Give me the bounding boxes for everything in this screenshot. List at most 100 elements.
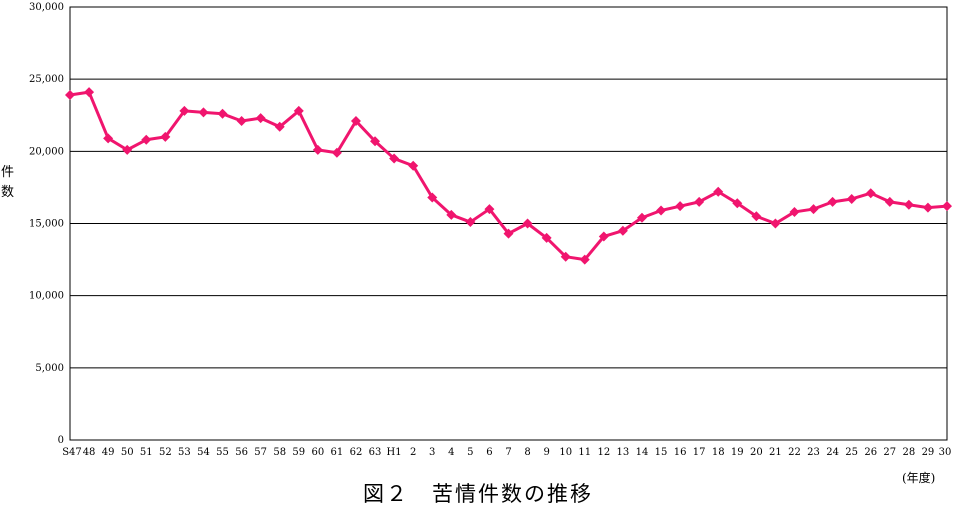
figure-caption: 図２ 苦情件数の推移 bbox=[363, 482, 593, 506]
x-tick-label: 63 bbox=[369, 447, 382, 458]
x-tick-label: 12 bbox=[597, 447, 610, 458]
x-tick-label: 2 bbox=[410, 447, 416, 458]
x-tick-label: 8 bbox=[524, 447, 530, 458]
data-point bbox=[122, 144, 133, 155]
data-point bbox=[636, 212, 647, 223]
gridlines bbox=[70, 78, 947, 369]
data-point bbox=[789, 206, 800, 217]
data-point bbox=[675, 201, 686, 212]
data-point bbox=[560, 251, 571, 262]
data-point bbox=[312, 144, 323, 155]
x-tick-label: 59 bbox=[292, 447, 305, 458]
data-point bbox=[656, 205, 667, 216]
data-point bbox=[541, 232, 552, 243]
x-tick-label: S47 bbox=[62, 447, 82, 458]
data-point bbox=[465, 217, 476, 228]
data-point bbox=[179, 105, 190, 116]
x-tick-label: 26 bbox=[864, 447, 877, 458]
x-tick-label: 7 bbox=[505, 447, 511, 458]
data-point bbox=[808, 204, 819, 215]
x-tick-label: 25 bbox=[845, 447, 858, 458]
data-point bbox=[903, 199, 914, 210]
x-axis-tick-labels: S47 48 49 50 51 52 53 54 55 56 57 58 59 60 61 62 63 H1 2 3 4… bbox=[62, 447, 951, 458]
x-tick-label: 9 bbox=[543, 447, 549, 458]
x-tick-label: 23 bbox=[807, 447, 820, 458]
x-tick-label: 61 bbox=[331, 447, 344, 458]
y-axis-label-char-1: 件 bbox=[1, 165, 15, 180]
data-point bbox=[65, 90, 75, 101]
x-tick-label: 60 bbox=[311, 447, 324, 458]
x-tick-label: 20 bbox=[750, 447, 763, 458]
x-tick-label: 51 bbox=[140, 447, 153, 458]
x-tick-label: 30 bbox=[939, 447, 952, 458]
x-tick-label: 53 bbox=[178, 447, 191, 458]
x-tick-label: 28 bbox=[903, 447, 916, 458]
data-point bbox=[770, 218, 781, 229]
x-tick-label: 17 bbox=[693, 447, 706, 458]
x-tick-label: 24 bbox=[826, 447, 839, 458]
data-point bbox=[484, 204, 495, 215]
x-tick-label: 4 bbox=[448, 447, 454, 458]
y-axis-tick-labels: 0 5,000 10,000 15,000 20,000 25,000 30,000 bbox=[29, 2, 64, 446]
x-tick-label: 27 bbox=[883, 447, 896, 458]
data-point bbox=[503, 228, 514, 239]
data-point bbox=[370, 136, 381, 147]
data-point bbox=[141, 134, 152, 145]
x-tick-label: 5 bbox=[467, 447, 473, 458]
data-point bbox=[579, 254, 590, 265]
x-tick-label: 49 bbox=[102, 447, 115, 458]
y-tick-label: 30,000 bbox=[29, 2, 64, 13]
x-tick-label: 10 bbox=[559, 447, 572, 458]
x-tick-label: 13 bbox=[617, 447, 630, 458]
data-point bbox=[84, 87, 95, 98]
data-point bbox=[198, 107, 209, 118]
x-tick-label: 57 bbox=[254, 447, 267, 458]
x-tick-label: 56 bbox=[235, 447, 248, 458]
x-tick-label: 52 bbox=[159, 447, 172, 458]
x-tick-label: 62 bbox=[350, 447, 363, 458]
plot-area bbox=[69, 6, 948, 441]
x-tick-label: 6 bbox=[486, 447, 492, 458]
data-point bbox=[446, 209, 457, 220]
data-point bbox=[617, 225, 628, 236]
data-point bbox=[255, 113, 266, 124]
data-point bbox=[713, 186, 724, 197]
x-axis-unit-label: (年度) bbox=[902, 471, 936, 485]
x-tick-label: 58 bbox=[273, 447, 286, 458]
data-point bbox=[751, 211, 762, 222]
x-tick-label: 14 bbox=[636, 447, 649, 458]
data-point bbox=[942, 201, 952, 212]
x-tick-label: 48 bbox=[83, 447, 96, 458]
data-point bbox=[827, 196, 838, 207]
data-point bbox=[694, 196, 705, 207]
x-tick-label: 50 bbox=[121, 447, 134, 458]
data-point bbox=[389, 153, 400, 164]
x-tick-label: H1 bbox=[387, 447, 402, 458]
x-tick-label: 54 bbox=[197, 447, 210, 458]
y-tick-label: 20,000 bbox=[29, 146, 64, 157]
x-tick-label: 55 bbox=[216, 447, 229, 458]
x-tick-label: 3 bbox=[429, 447, 435, 458]
data-point bbox=[732, 198, 743, 209]
x-tick-label: 21 bbox=[769, 447, 782, 458]
data-point bbox=[217, 108, 228, 119]
data-point bbox=[103, 133, 114, 144]
data-point bbox=[331, 147, 342, 158]
y-tick-label: 0 bbox=[58, 435, 64, 446]
data-point bbox=[408, 160, 419, 171]
y-tick-label: 5,000 bbox=[35, 363, 64, 374]
y-tick-label: 15,000 bbox=[29, 219, 64, 230]
x-tick-label: 18 bbox=[712, 447, 725, 458]
data-point bbox=[236, 116, 247, 127]
data-point bbox=[350, 116, 361, 127]
data-point bbox=[846, 193, 857, 204]
data-point bbox=[522, 218, 533, 229]
data-point bbox=[293, 105, 304, 116]
x-tick-label: 19 bbox=[731, 447, 744, 458]
x-tick-label: 16 bbox=[674, 447, 687, 458]
x-tick-label: 29 bbox=[922, 447, 935, 458]
data-point bbox=[865, 188, 876, 199]
x-tick-label: 11 bbox=[578, 447, 591, 458]
data-point bbox=[922, 202, 933, 213]
